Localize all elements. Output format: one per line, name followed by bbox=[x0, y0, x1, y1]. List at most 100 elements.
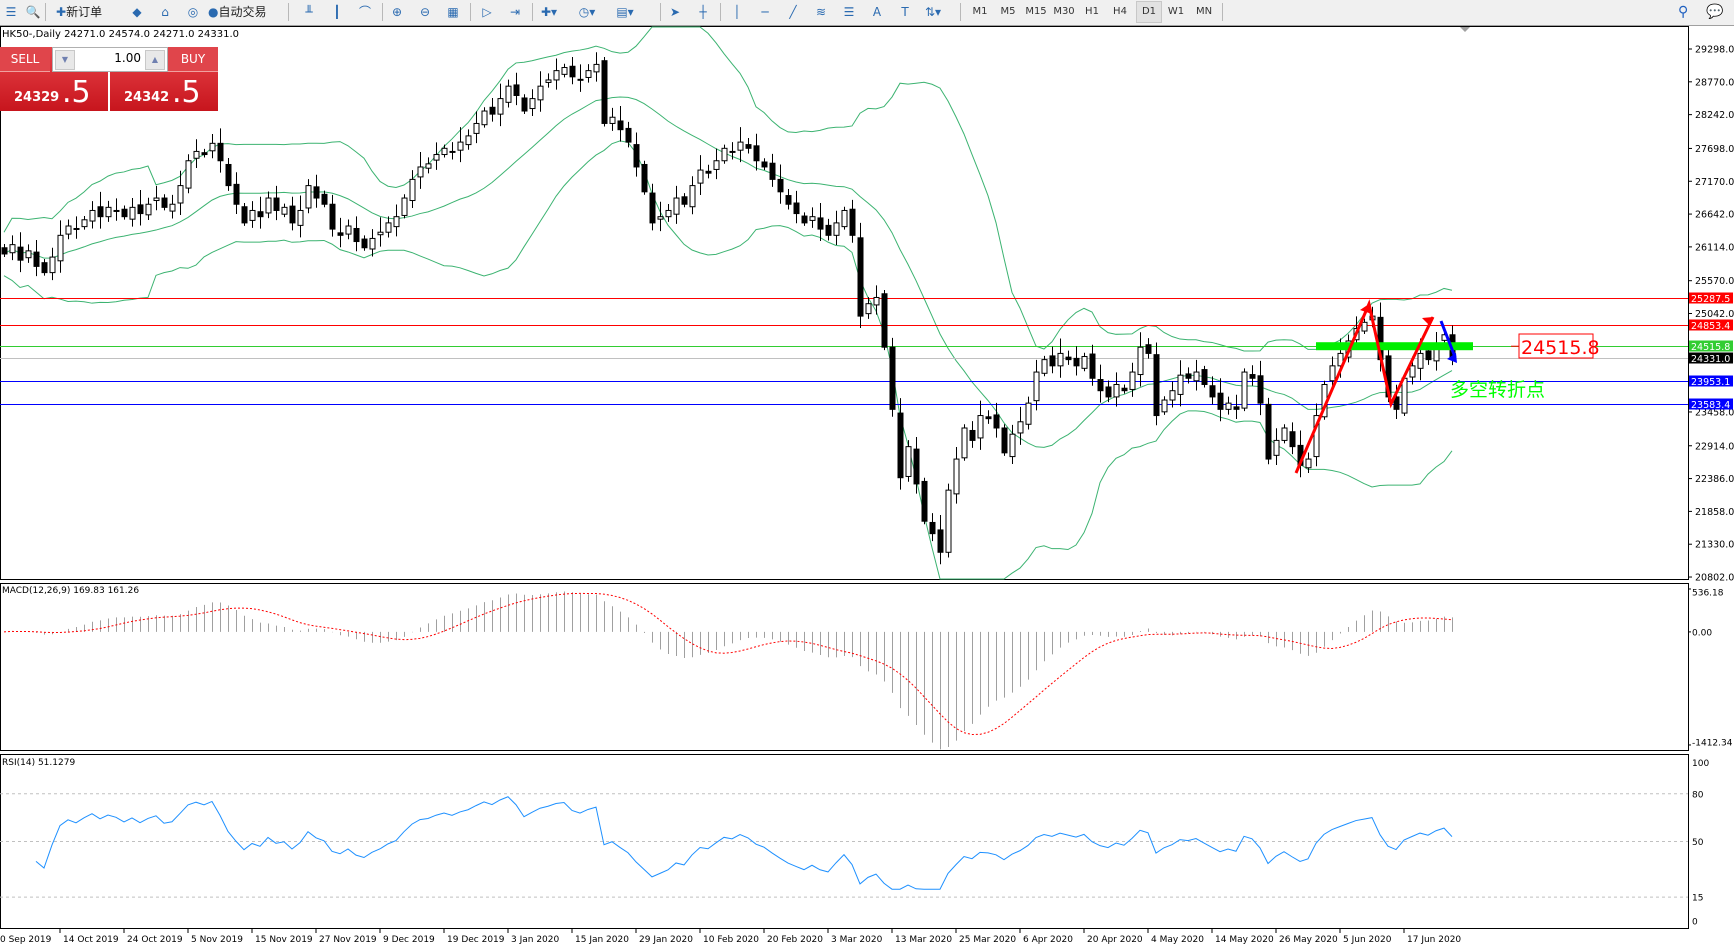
templates-dropdown[interactable]: ▤▾ bbox=[614, 2, 636, 22]
candle bbox=[833, 210, 840, 246]
timeframe-m1[interactable]: M1 bbox=[972, 6, 988, 17]
candle bbox=[553, 58, 560, 90]
candle-body-bull bbox=[1169, 390, 1176, 401]
candle-body-bear bbox=[321, 193, 328, 205]
price-axis-label: 22386.0 bbox=[1695, 474, 1734, 485]
date-axis-label: 4 May 2020 bbox=[1151, 935, 1204, 945]
candle bbox=[241, 203, 248, 226]
candle-body-bull bbox=[57, 234, 64, 262]
arrows-dropdown[interactable]: ⇅▾ bbox=[922, 2, 944, 22]
date-axis-label: 0 Sep 2019 bbox=[0, 935, 52, 945]
candle bbox=[1361, 318, 1368, 335]
volume-input[interactable]: 1.00 bbox=[114, 51, 141, 65]
candle-body-bull bbox=[1273, 439, 1280, 456]
fibonacci-icon[interactable]: ≋ bbox=[810, 2, 832, 22]
volume-stepper[interactable]: ▼ 1.00 ▲ bbox=[52, 47, 168, 72]
candle-body-bear bbox=[225, 163, 232, 187]
signals-icon[interactable]: ◎ bbox=[182, 2, 204, 22]
date-axis-label: 14 May 2020 bbox=[1215, 935, 1274, 945]
text-label-icon-icon: T bbox=[901, 5, 909, 19]
chat-icon[interactable]: 💬 bbox=[1706, 4, 1724, 20]
zoom-chart-icon[interactable]: 🔍 bbox=[22, 2, 44, 22]
candle-body-bear bbox=[1265, 403, 1272, 460]
candle bbox=[337, 217, 344, 248]
autoscroll-icon[interactable]: ⇥ bbox=[504, 2, 526, 22]
rsi-label: RSI(14) 51.1279 bbox=[2, 758, 76, 768]
zoom-in-icon[interactable]: ⊕ bbox=[386, 2, 408, 22]
buy-button[interactable]: BUY 24342 .5 bbox=[110, 47, 218, 111]
candle bbox=[1329, 356, 1336, 389]
candle-body-bull bbox=[369, 237, 376, 250]
chart-canvas[interactable]: 29298.0 28770.0 28242.0 27698.0 27170.0 26642… bbox=[0, 26, 1734, 947]
bar-chart-icon[interactable]: ╨ bbox=[298, 2, 320, 22]
sell-button[interactable]: SELL 24329 .5 bbox=[0, 47, 108, 111]
candle bbox=[1201, 365, 1208, 388]
text-tool-icon[interactable]: A bbox=[866, 2, 888, 22]
timeframe-mn[interactable]: MN bbox=[1195, 6, 1213, 17]
candle bbox=[113, 198, 120, 221]
list-icon[interactable]: ☰ bbox=[0, 2, 22, 22]
line-chart-icon[interactable]: ⌒ bbox=[354, 2, 376, 22]
candle bbox=[873, 285, 880, 315]
candle bbox=[1169, 381, 1176, 408]
timeframe-h1[interactable]: H1 bbox=[1085, 6, 1099, 17]
candle bbox=[73, 216, 80, 239]
autoscroll-icon-icon: ⇥ bbox=[509, 5, 521, 19]
tile-windows-icon[interactable]: ▦ bbox=[442, 2, 464, 22]
candle-body-bear bbox=[1257, 375, 1264, 404]
timeframe-m5[interactable]: M5 bbox=[1000, 6, 1016, 17]
candle-body-bear bbox=[705, 170, 712, 174]
timeframe-h4[interactable]: H4 bbox=[1113, 6, 1127, 17]
toolbar-separator bbox=[720, 3, 721, 21]
volume-decrease-button[interactable]: ▼ bbox=[55, 50, 75, 70]
cursor-icon[interactable]: ➤ bbox=[664, 2, 686, 22]
chart-window[interactable]: 29298.0 28770.0 28242.0 27698.0 27170.0 26642… bbox=[0, 26, 1734, 947]
timeframe-w1[interactable]: W1 bbox=[1167, 6, 1185, 17]
candle bbox=[185, 154, 192, 194]
indicators-dropdown[interactable]: ✚▾ bbox=[538, 2, 560, 22]
market-watch-icon[interactable]: ◆ bbox=[126, 2, 148, 22]
data-window-icon[interactable]: ⌂ bbox=[154, 2, 176, 22]
candlestick-chart-icon[interactable]: ┃ bbox=[326, 2, 348, 22]
date-axis-label: 9 Dec 2019 bbox=[383, 935, 435, 945]
candle-body-bear bbox=[633, 144, 640, 168]
volume-increase-button[interactable]: ▲ bbox=[145, 50, 165, 70]
candle bbox=[681, 193, 688, 208]
candle bbox=[721, 144, 728, 164]
candle-body-bear bbox=[1217, 392, 1224, 410]
crosshair-icon-icon: ┼ bbox=[699, 5, 707, 19]
candle-body-bear bbox=[681, 196, 688, 205]
candle bbox=[881, 290, 888, 351]
zoom-in-icon-icon: ⊕ bbox=[391, 5, 403, 19]
search-icon[interactable]: ⚲ bbox=[1678, 4, 1689, 20]
candle bbox=[401, 194, 408, 219]
bollinger-lower-band bbox=[3, 140, 1453, 580]
candle-body-bull bbox=[841, 209, 848, 228]
timeframe-m15[interactable]: M15 bbox=[1025, 6, 1047, 17]
candle-body-bull bbox=[1305, 458, 1312, 469]
horizontal-line-icon[interactable]: ─ bbox=[754, 2, 776, 22]
periods-dropdown[interactable]: ◷▾ bbox=[576, 2, 598, 22]
zoom-out-icon[interactable]: ⊖ bbox=[414, 2, 436, 22]
channel-icon[interactable]: ☰ bbox=[838, 2, 860, 22]
timeframe-m30[interactable]: M30 bbox=[1053, 6, 1075, 17]
new-order-button[interactable]: ✚新订单 bbox=[56, 2, 102, 22]
candle bbox=[225, 157, 232, 191]
candle-body-bull bbox=[1009, 433, 1016, 458]
auto-trading-button[interactable]: ●自动交易 bbox=[208, 2, 267, 22]
chart-shift-icon[interactable]: ▷ bbox=[476, 2, 498, 22]
text-label-icon[interactable]: T bbox=[894, 2, 916, 22]
candle bbox=[505, 79, 512, 108]
candle-body-bear bbox=[121, 208, 128, 218]
candle bbox=[593, 52, 600, 82]
vertical-line-icon[interactable]: │ bbox=[726, 2, 748, 22]
trendline-icon[interactable]: ╱ bbox=[782, 2, 804, 22]
candle-body-bull bbox=[537, 85, 544, 101]
candle bbox=[81, 216, 88, 230]
candle-body-bear bbox=[897, 412, 904, 479]
timeframe-d1[interactable]: D1 bbox=[1136, 1, 1162, 23]
candle-body-bear bbox=[993, 414, 1000, 429]
candle-body-bear bbox=[937, 529, 944, 553]
crosshair-icon[interactable]: ┼ bbox=[692, 2, 714, 22]
candle bbox=[1129, 362, 1136, 397]
